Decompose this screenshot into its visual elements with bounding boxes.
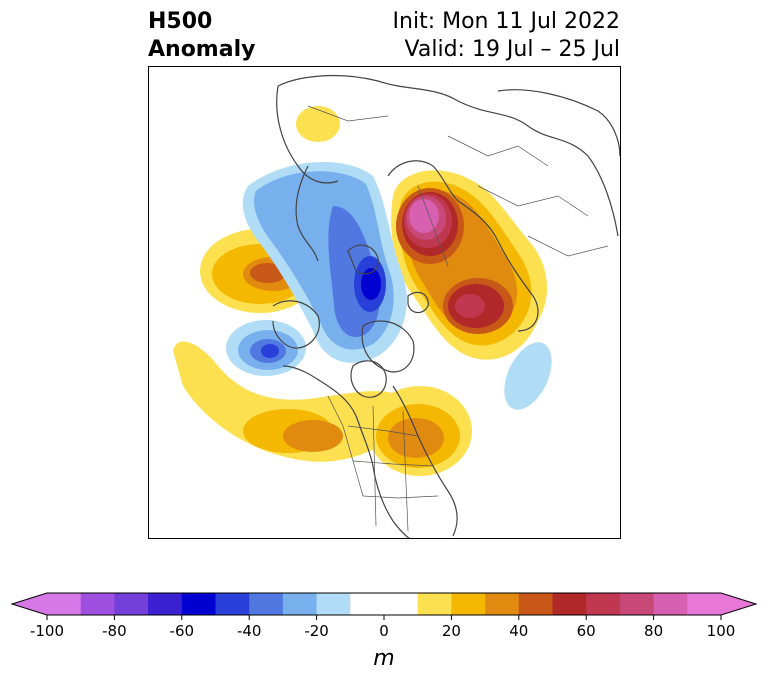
colorbar-bin (316, 593, 351, 615)
colorbar-bin (80, 593, 115, 615)
colorbar-bin (148, 593, 183, 615)
valid-range-label: Valid: 19 Jul – 25 Jul (404, 37, 620, 62)
colorbar-bin (552, 593, 587, 615)
colorbar-tick-label: -20 (304, 622, 329, 640)
colorbar-bin (653, 593, 688, 615)
colorbar-bin (586, 593, 621, 615)
anomaly-positive-western-us (243, 409, 343, 453)
colorbar-bin (181, 593, 216, 615)
anomaly-negative-atlantic (504, 342, 552, 410)
colorbar: -100 -80 -60 -40 -20 0 20 40 60 80 100 (10, 592, 758, 640)
colorbar-ticks: -100 -80 -60 -40 -20 0 20 40 60 80 100 (30, 615, 735, 640)
coastlines (272, 74, 621, 539)
anomaly-map (148, 66, 621, 539)
colorbar-bin (619, 593, 655, 615)
anomaly-negative-alaska (226, 320, 306, 376)
colorbar-extend-high (721, 593, 756, 615)
colorbar-tick-label: 0 (379, 622, 389, 640)
title-block-left: H500 Anomaly (148, 8, 255, 64)
colorbar-tick-label: 80 (644, 622, 663, 640)
anomaly-positive-small-north (296, 106, 340, 142)
political-boundaries (307, 105, 609, 532)
colorbar-bin (518, 593, 553, 615)
colorbar-bin (687, 593, 722, 615)
colorbar-bin (114, 593, 149, 615)
colorbar-swatches (10, 592, 758, 616)
colorbar-tick-label: 100 (707, 622, 736, 640)
colorbar-tick-label: 40 (509, 622, 528, 640)
colorbar-tick-label: -80 (102, 622, 127, 640)
colorbar-tick-label: -100 (30, 622, 64, 640)
colorbar-bin (485, 593, 520, 615)
title-variable: H500 (148, 9, 213, 34)
colorbar-bin (215, 593, 250, 615)
map-frame (148, 66, 621, 539)
colorbar-bin (417, 593, 452, 615)
title-block-right: Init: Mon 11 Jul 2022 Valid: 19 Jul – 25… (393, 8, 620, 64)
init-date-label: Init: Mon 11 Jul 2022 (392, 9, 620, 34)
colorbar-tick-label: -60 (170, 622, 195, 640)
colorbar-bin (350, 593, 419, 615)
colorbar-tick-label: 20 (442, 622, 461, 640)
colorbar-tick-label: 60 (577, 622, 596, 640)
colorbar-extend-low (12, 593, 47, 615)
colorbar-bin (47, 593, 82, 615)
anomaly-positive-pacific-arc (173, 341, 408, 462)
anomaly-positive-greenland (368, 386, 472, 476)
colorbar-bin (451, 593, 486, 615)
colorbar-bin (249, 593, 284, 615)
colorbar-unit-label: m (373, 646, 395, 671)
anomaly-negative-arctic (242, 162, 407, 363)
colorbar-bin (282, 593, 318, 615)
colorbar-tick-label: -40 (237, 622, 262, 640)
title-field-type: Anomaly (148, 37, 256, 62)
